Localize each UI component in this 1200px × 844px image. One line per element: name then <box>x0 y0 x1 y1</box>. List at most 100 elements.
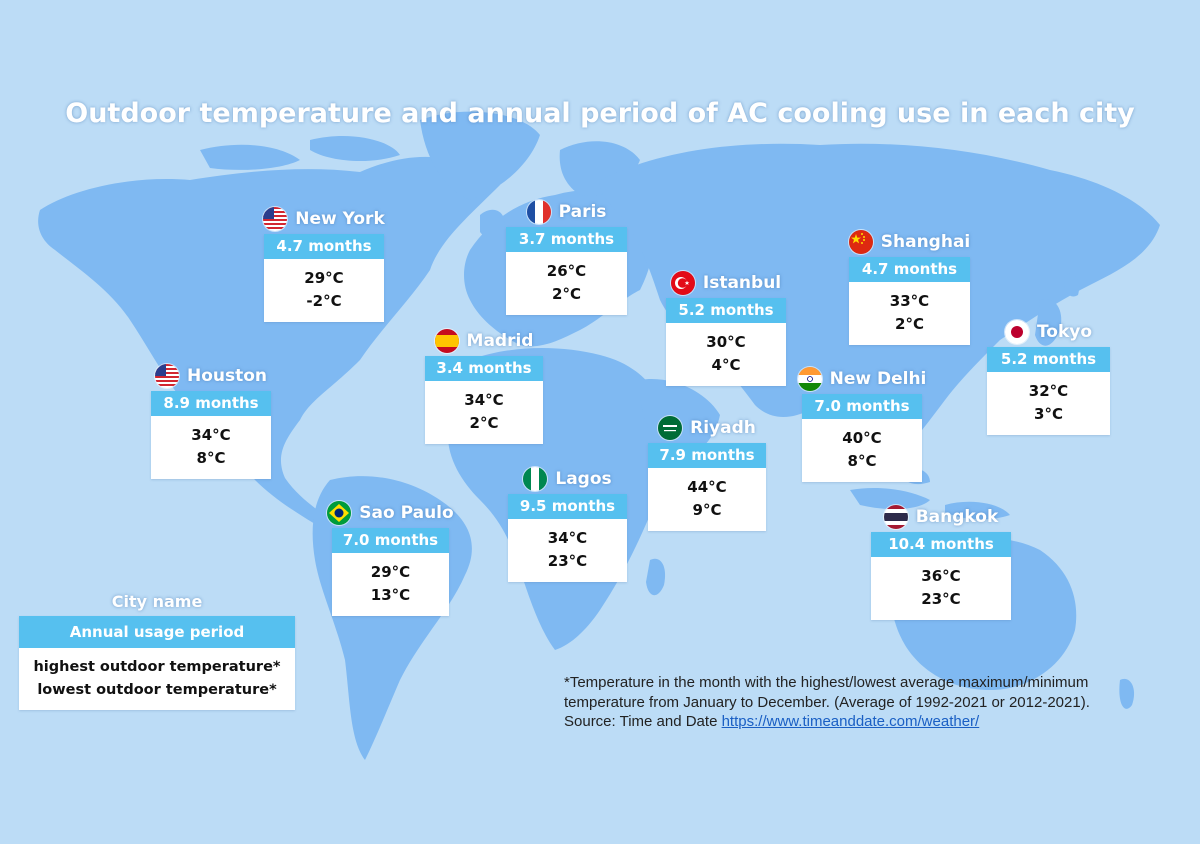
city-istanbul: Istanbul 5.2 months 30°C 4°C <box>666 268 786 386</box>
city-name: Lagos <box>555 469 612 489</box>
city-sao-paulo: Sao Paulo 7.0 months 29°C 13°C <box>327 498 454 616</box>
greenland-landmass <box>420 111 540 200</box>
highest-temperature: 33°C <box>889 292 930 310</box>
temperature-range: 34°C 23°C <box>508 519 627 582</box>
usage-period: 8.9 months <box>151 391 271 416</box>
highest-temperature: 36°C <box>921 567 961 585</box>
city-riyadh: Riyadh 7.9 months 44°C 9°C <box>648 413 766 531</box>
highest-temperature: 29°C <box>304 269 344 287</box>
lowest-temperature: 3°C <box>1034 405 1063 423</box>
lowest-temperature: 23°C <box>921 590 961 608</box>
city-name-row: Paris <box>506 197 627 227</box>
china-flag-icon <box>848 230 873 254</box>
source-line: Source: Time and Date https://www.timean… <box>564 712 1184 732</box>
city-tokyo: Tokyo 5.2 months 32°C 3°C <box>987 317 1110 435</box>
lowest-temperature: 2°C <box>469 414 499 432</box>
temperature-range: 30°C 4°C <box>666 323 786 386</box>
temperature-range: 29°C 13°C <box>332 553 449 616</box>
city-name-row: Bangkok <box>871 502 1011 532</box>
temperature-range: 40°C 8°C <box>802 419 922 482</box>
usage-period: 4.7 months <box>264 234 384 259</box>
usage-period: 9.5 months <box>508 494 627 519</box>
city-name-row: New Delhi <box>797 364 926 394</box>
lowest-temperature: 8°C <box>847 452 877 470</box>
highest-temperature: 34°C <box>547 529 588 547</box>
city-card: 5.2 months 32°C 3°C <box>987 347 1110 435</box>
usage-period: 10.4 months <box>871 532 1011 557</box>
city-paris: Paris 3.7 months 26°C 2°C <box>506 197 627 315</box>
lowest-temperature: 8°C <box>196 449 226 467</box>
city-name: Paris <box>558 202 607 222</box>
city-card: 3.4 months 34°C 2°C <box>425 356 543 444</box>
footnote: *Temperature in the month with the highe… <box>564 673 1184 732</box>
city-houston: Houston 8.9 months 34°C 8°C <box>151 361 271 479</box>
city-madrid: Madrid 3.4 months 34°C 2°C <box>425 326 543 444</box>
map-title: Outdoor temperature and annual period of… <box>65 98 1135 129</box>
city-name: Tokyo <box>1036 322 1093 342</box>
city-name: Riyadh <box>690 418 756 438</box>
city-card: 5.2 months 30°C 4°C <box>666 298 786 386</box>
canada-islands <box>200 135 400 170</box>
lowest-temperature: 2°C <box>895 315 924 333</box>
city-name-row: Tokyo <box>987 317 1110 347</box>
city-name-row: Sao Paulo <box>327 498 454 528</box>
spain-flag-icon <box>434 329 459 353</box>
lowest-temperature: 9°C <box>692 501 722 519</box>
temperature-range: 33°C 2°C <box>849 282 970 345</box>
city-new-york: New York 4.7 months 29°C -2°C <box>263 204 385 322</box>
city-name: Bangkok <box>915 507 999 527</box>
footnote-line-1: *Temperature in the month with the highe… <box>564 674 1089 691</box>
temperature-range: 34°C 8°C <box>151 416 271 479</box>
france-flag-icon <box>526 200 551 224</box>
usage-period: 7.0 months <box>332 528 449 553</box>
footnote-line-2: temperature from January to December. (A… <box>564 693 1090 711</box>
lowest-temperature: 23°C <box>547 552 588 570</box>
city-card: 7.9 months 44°C 9°C <box>648 443 766 531</box>
city-card: 4.7 months 29°C -2°C <box>264 234 384 322</box>
source-link[interactable]: https://www.timeanddate.com/weather/ <box>721 713 980 730</box>
usage-period: 3.4 months <box>425 356 543 381</box>
highest-temperature: 40°C <box>842 429 882 447</box>
temperature-range: 32°C 3°C <box>987 372 1110 435</box>
highest-temperature: 30°C <box>706 333 746 351</box>
british-isles <box>480 209 505 239</box>
nigeria-flag-icon <box>523 467 548 491</box>
usa-flag-icon <box>154 364 179 388</box>
city-new-delhi: New Delhi 7.0 months 40°C 8°C <box>797 364 926 482</box>
lowest-temperature: 2°C <box>552 285 581 303</box>
city-name: New York <box>295 209 385 229</box>
japan-islands <box>1035 273 1080 346</box>
usage-period: 5.2 months <box>666 298 786 323</box>
city-card: 7.0 months 29°C 13°C <box>332 528 449 616</box>
temperature-range: 29°C -2°C <box>264 259 384 322</box>
city-name-row: Istanbul <box>666 268 786 298</box>
lowest-temperature: 13°C <box>370 586 411 604</box>
usage-period: 3.7 months <box>506 227 627 252</box>
brazil-flag-icon <box>327 501 352 525</box>
highest-temperature: 32°C <box>1028 382 1069 400</box>
city-name-row: Lagos <box>508 464 627 494</box>
new-zealand <box>1119 678 1135 709</box>
temperature-range: 34°C 2°C <box>425 381 543 444</box>
usage-period: 5.2 months <box>987 347 1110 372</box>
japan-flag-icon <box>1004 320 1029 344</box>
temperature-range: 44°C 9°C <box>648 468 766 531</box>
temperature-range: 26°C 2°C <box>506 252 627 315</box>
legend: City name Annual usage period highest ou… <box>19 588 295 710</box>
city-name-row: Shanghai <box>848 227 970 257</box>
city-card: 9.5 months 34°C 23°C <box>508 494 627 582</box>
city-lagos: Lagos 9.5 months 34°C 23°C <box>508 464 627 582</box>
city-name: New Delhi <box>829 369 927 389</box>
city-name: Madrid <box>466 331 534 351</box>
highest-temperature: 26°C <box>546 262 587 280</box>
india-flag-icon <box>797 367 822 391</box>
highest-temperature: 29°C <box>370 563 411 581</box>
city-name: Sao Paulo <box>359 503 454 523</box>
highest-temperature: 34°C <box>464 391 504 409</box>
highest-temperature: 44°C <box>687 478 727 496</box>
city-name-row: Madrid <box>425 326 543 356</box>
city-card: 8.9 months 34°C 8°C <box>151 391 271 479</box>
city-card: 4.7 months 33°C 2°C <box>849 257 970 345</box>
city-bangkok: Bangkok 10.4 months 36°C 23°C <box>871 502 1011 620</box>
legend-usage-period: Annual usage period <box>19 616 295 648</box>
